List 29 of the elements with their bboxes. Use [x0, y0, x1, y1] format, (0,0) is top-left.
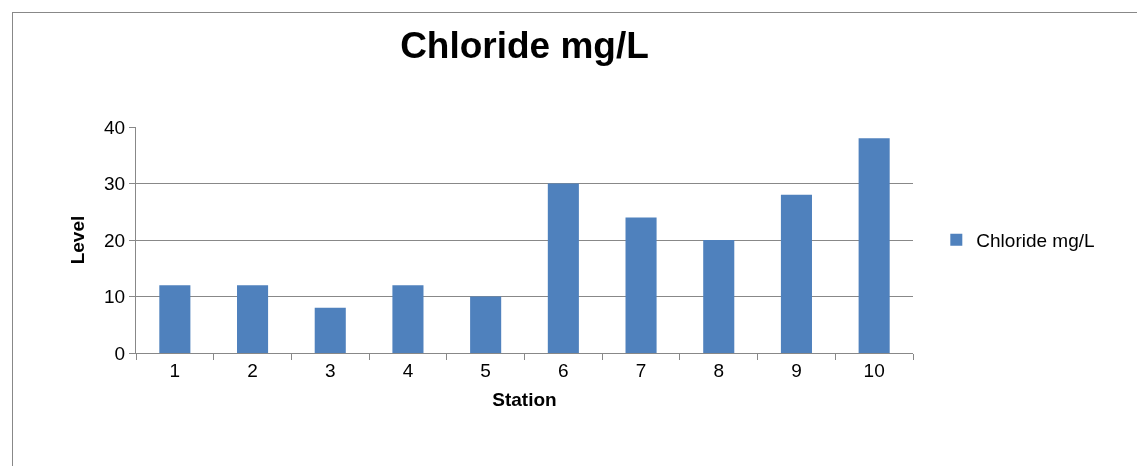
x-tick-label: 1	[169, 359, 181, 381]
bar	[237, 285, 269, 353]
x-tick-label: 7	[635, 359, 647, 381]
x-tick-label: 2	[247, 359, 258, 381]
bar	[547, 183, 579, 353]
y-tick-label: 30	[104, 173, 126, 195]
bar	[858, 138, 890, 353]
x-axis-title: Station	[492, 388, 557, 410]
bar	[314, 307, 346, 353]
x-tick-label: 3	[324, 359, 336, 381]
x-tick-label: 8	[713, 359, 725, 381]
bar	[392, 285, 424, 353]
y-tick-label: 40	[104, 116, 126, 138]
y-tick-label: 10	[104, 286, 126, 308]
bar	[625, 217, 657, 353]
bar	[159, 285, 191, 353]
x-tick-label: 5	[480, 359, 491, 381]
y-tick-label: 0	[114, 342, 126, 364]
bar	[780, 194, 812, 353]
bar	[703, 240, 735, 353]
x-tick-label: 9	[791, 359, 802, 381]
x-tick-label: 4	[402, 359, 414, 381]
x-tick-label: 6	[558, 359, 569, 381]
bar	[470, 296, 502, 353]
y-tick-label: 20	[104, 229, 126, 251]
legend-label: Chloride mg/L	[976, 230, 1095, 252]
chart-title: Chloride mg/L	[400, 24, 649, 66]
y-axis-title: Level	[66, 215, 88, 265]
x-tick-label: 10	[863, 359, 885, 381]
